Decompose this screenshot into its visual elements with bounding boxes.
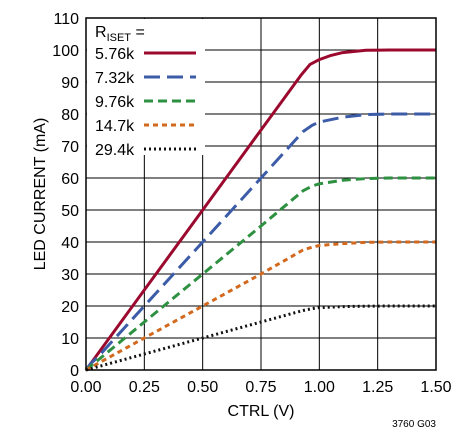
legend-background (87, 19, 205, 155)
y-tick-label: 40 (61, 235, 79, 252)
legend-label-29.4k: 29.4k (95, 142, 135, 159)
x-tick-label: 1.25 (362, 379, 393, 396)
x-tick-label: 0.25 (129, 379, 160, 396)
y-tick-label: 30 (61, 267, 79, 284)
y-tick-label: 70 (61, 139, 79, 156)
legend-label-7.32k: 7.32k (95, 70, 135, 87)
x-tick-label: 1.00 (304, 379, 335, 396)
x-tick-label: 1.50 (420, 379, 451, 396)
y-tick-label: 20 (61, 299, 79, 316)
y-axis-label: LED CURRENT (mA) (32, 118, 49, 271)
legend-title-suffix: = (131, 24, 145, 41)
y-tick-label: 60 (61, 171, 79, 188)
x-tick-label: 0.75 (245, 379, 276, 396)
y-tick-label: 110 (53, 11, 79, 28)
legend-title-sub: ISET (107, 32, 132, 44)
y-tick-label: 50 (61, 203, 79, 220)
y-tick-label: 100 (52, 43, 79, 60)
x-tick-label: 0.00 (70, 379, 101, 396)
legend: RISET = 5.76k 7.32k 9.76k 14.7k 29.4k (95, 24, 196, 159)
series-line-14.7k (85, 240, 436, 372)
series-line-7.32k (84, 112, 436, 371)
legend-label-14.7k: 14.7k (95, 118, 135, 135)
x-tick-label: 0.50 (187, 379, 218, 396)
series-lines (84, 48, 436, 372)
legend-title-r: R (95, 24, 107, 41)
y-tick-label: 10 (61, 331, 79, 348)
axes: 0.00 0.25 0.50 0.75 1.00 1.25 1.50 0 10 20 30 40 50 6… (52, 11, 451, 396)
y-tick-label: 90 (61, 75, 79, 92)
series-line-9.76k (85, 176, 436, 372)
series-line-5.76k (84, 48, 436, 371)
legend-label-9.76k: 9.76k (95, 94, 135, 111)
figure-code: 3760 G03 (392, 419, 436, 430)
plot-frame (85, 17, 437, 371)
y-tick-label: 80 (61, 107, 79, 124)
legend-title: RISET = (95, 24, 145, 44)
x-axis-label: CTRL (V) (228, 403, 295, 420)
y-tick-label: 0 (70, 363, 79, 380)
legend-label-5.76k: 5.76k (95, 46, 135, 63)
